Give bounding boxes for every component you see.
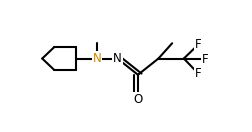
Text: F: F xyxy=(202,53,209,65)
Text: N: N xyxy=(113,52,122,65)
Text: N: N xyxy=(92,52,101,65)
Text: F: F xyxy=(195,67,202,80)
Text: F: F xyxy=(195,38,202,51)
Text: O: O xyxy=(133,93,143,106)
